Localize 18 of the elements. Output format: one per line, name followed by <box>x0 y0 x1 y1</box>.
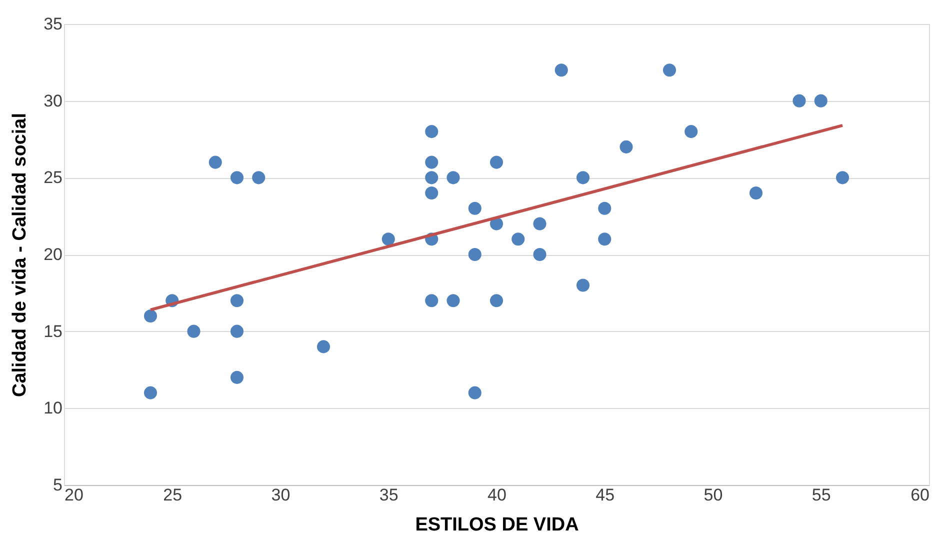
y-tick-label: 35 <box>44 14 62 34</box>
y-tick-label: 30 <box>44 91 62 110</box>
y-tick-label: 20 <box>44 245 62 264</box>
x-tick-label: 25 <box>163 486 182 504</box>
y-tick-label: 25 <box>44 168 62 188</box>
x-tick-label: 55 <box>812 486 831 504</box>
y-tick-label: 5 <box>53 476 62 494</box>
y-tick-label: 10 <box>44 398 62 418</box>
x-tick-label: 20 <box>64 486 84 504</box>
y-axis-title: Calidad de vida - Calidad social <box>10 112 31 398</box>
x-tick-label: 40 <box>488 486 506 504</box>
x-tick-label: 50 <box>704 486 723 504</box>
x-tick-label: 30 <box>271 486 290 504</box>
x-tick-label: 45 <box>596 486 615 504</box>
y-tick-label: 15 <box>44 322 62 341</box>
x-tick-label: 60 <box>910 486 930 504</box>
x-tick-label: 35 <box>379 486 398 504</box>
x-axis-title: ESTILOS DE VIDA <box>415 514 580 536</box>
